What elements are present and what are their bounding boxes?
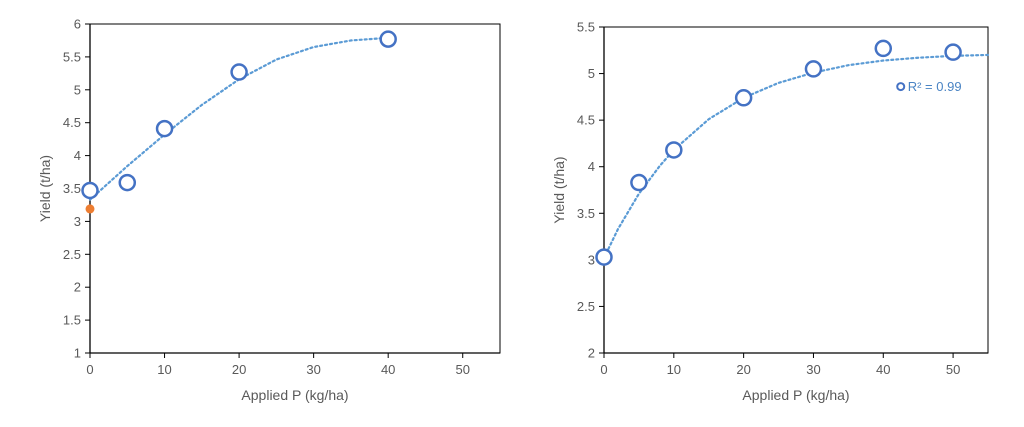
y-tick-label: 2	[588, 346, 595, 361]
chart-2: 2 2.5 3 3.5 4 4.5 5 5.5 0 10 20 30 40 50 Applied P (kg…	[551, 20, 990, 403]
y-tick-label: 5	[74, 82, 81, 97]
chart-1: 1 1.5 2 2.5 3 3.5 4 4.5 5 5.5 6 0 10 20 30 40 50 Applied …	[37, 17, 501, 403]
y-tick-label: 2.5	[577, 299, 595, 314]
y-tick-label: 4.5	[63, 115, 81, 130]
y-tick-label: 3.5	[63, 181, 81, 196]
r2-marker	[896, 82, 906, 92]
data-point	[595, 248, 613, 266]
trendline	[88, 36, 390, 201]
x-tick-label: 10	[157, 362, 171, 377]
y-tick-label: 5.5	[577, 20, 595, 35]
data-point	[944, 43, 962, 61]
y-tick-label: 4	[588, 159, 595, 174]
y-tick-label: 3	[588, 252, 595, 267]
data-point	[630, 173, 648, 192]
data-point	[118, 173, 137, 192]
r2-annotation: R² = 0.99	[908, 79, 962, 94]
data-point	[155, 119, 174, 138]
x-tick-label: 50	[455, 362, 469, 377]
x-tick-label: 30	[306, 362, 320, 377]
y-axis-title: Yield (t/ha)	[551, 156, 567, 223]
x-tick-label: 40	[876, 362, 890, 377]
y-tick-label: 6	[74, 17, 81, 32]
y-tick-label: 4.5	[577, 113, 595, 128]
x-tick-label: 0	[600, 362, 607, 377]
plot-area-border	[89, 23, 501, 354]
x-axis-title: Applied P (kg/ha)	[742, 387, 849, 403]
y-tick-label: 3	[74, 214, 81, 229]
y-tick-label: 1.5	[63, 313, 81, 328]
data-point	[230, 63, 248, 81]
plot-area-border	[603, 26, 989, 354]
data-point	[804, 60, 823, 78]
x-tick-label: 30	[806, 362, 820, 377]
x-tick-label: 0	[86, 362, 93, 377]
y-tick-label: 5.5	[63, 49, 81, 64]
data-point	[665, 141, 683, 159]
data-point	[379, 30, 397, 48]
x-tick-label: 50	[946, 362, 960, 377]
data-point	[874, 39, 893, 58]
y-tick-label: 5	[588, 66, 595, 81]
y-axis-title: Yield (t/ha)	[37, 155, 53, 222]
x-axis-title: Applied P (kg/ha)	[241, 387, 348, 403]
y-tick-label: 3.5	[577, 206, 595, 221]
x-tick-label: 40	[381, 362, 395, 377]
data-point	[81, 181, 99, 200]
x-tick-label: 10	[667, 362, 681, 377]
x-tick-label: 20	[736, 362, 750, 377]
data-point	[734, 89, 753, 107]
y-tick-label: 4	[74, 148, 81, 163]
y-tick-label: 2	[74, 280, 81, 295]
data-point-highlight	[85, 204, 95, 214]
y-tick-label: 1	[74, 346, 81, 361]
y-tick-label: 2.5	[63, 247, 81, 262]
x-tick-label: 20	[232, 362, 246, 377]
